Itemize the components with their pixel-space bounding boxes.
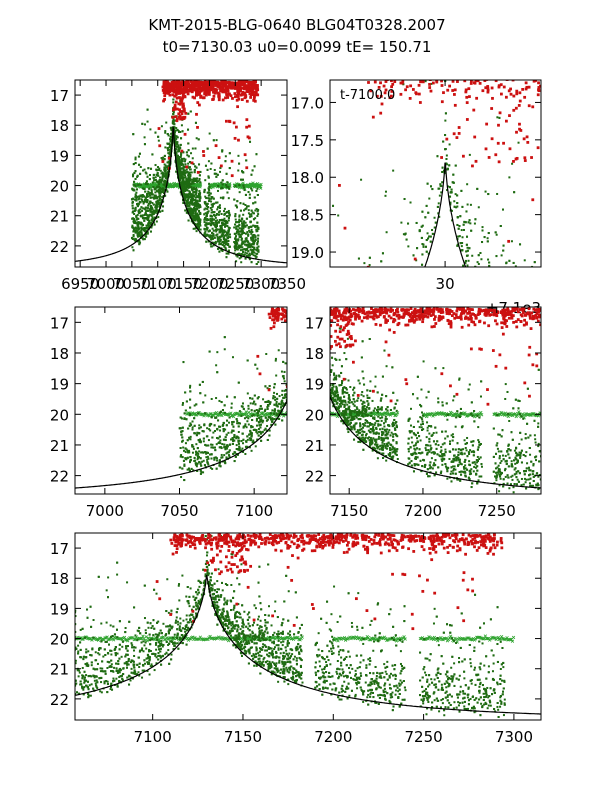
p1-flagged-points	[157, 80, 260, 178]
figure-title-line2: t0=7130.03 u0=0.0099 tE= 150.71	[163, 38, 432, 56]
p3-y-tick-label: 17	[50, 314, 69, 332]
p3-flagged-points	[256, 307, 287, 399]
p4-y-tick-label: 21	[305, 437, 324, 455]
p5-x-tick-label: 7250	[405, 728, 443, 746]
p5-y-tick-label: 18	[50, 570, 69, 588]
p1-x-tick-label: 7000	[87, 275, 125, 293]
p4-panel: 17 18 19 20 21 22 7150 7200 7250	[305, 306, 542, 520]
p5-plot-area	[75, 533, 541, 719]
p5-model-curve	[75, 574, 541, 715]
p5-panel: 17 18 19 20 21 22 7100 7150 7200 7250 7300	[50, 532, 542, 746]
p2-annotation: t-7100.0	[340, 88, 395, 103]
p1-y-tick-label: 18	[50, 117, 69, 135]
p4-data-points	[330, 309, 541, 494]
p4-y-tick-label: 19	[305, 376, 324, 394]
p2-model-curve	[424, 162, 467, 267]
p4-model-curve	[330, 396, 541, 489]
p1-x-tick-label: 6950	[61, 275, 99, 293]
p5-x-tick-label: 7200	[314, 728, 352, 746]
p1-x-tick-label: 7300	[242, 275, 280, 293]
p2-y-tick-label: 18.5	[291, 207, 324, 225]
p1-y-tick-label: 17	[50, 87, 69, 105]
p4-x-tick-label: 7200	[404, 502, 442, 520]
p3-model-curve	[75, 400, 287, 489]
p1-panel: 17 18 19 20 21 22 6950700070507100715072007250…	[50, 79, 306, 293]
p5-y-tick-label: 21	[50, 661, 69, 679]
p2-y-tick-label: 18.0	[291, 169, 324, 187]
p3-x-tick-label: 7050	[160, 502, 198, 520]
p4-y-tick-label: 22	[305, 468, 324, 486]
p3-y-tick-label: 19	[50, 376, 69, 394]
p4-y-tick-label: 17	[305, 314, 324, 332]
p5-frame	[74, 532, 542, 721]
p5-data-points	[75, 535, 506, 719]
p5-y-tick-label: 17	[50, 540, 69, 558]
p2-frame	[329, 79, 542, 268]
p2-y-tick-label: 19.0	[291, 244, 324, 262]
p5-x-tick-label: 7300	[495, 728, 533, 746]
p1-x-tick-label: 7100	[139, 275, 177, 293]
figure-title-line1: KMT-2015-BLG-0640 BLG04T0328.2007	[148, 16, 445, 34]
p1-plot-area	[75, 80, 287, 266]
p3-plot-area	[75, 307, 287, 489]
p4-y-tick-label: 18	[305, 345, 324, 363]
p4-frame	[329, 306, 542, 495]
p4-flagged-points	[330, 307, 541, 406]
p3-data-points	[178, 313, 287, 482]
panels-group: 1718192021226950700070507100715072007250…	[50, 79, 542, 746]
p3-y-tick-label: 22	[50, 468, 69, 486]
p1-y-tick-label: 19	[50, 147, 69, 165]
p1-x-tick-label: 7350	[268, 275, 306, 293]
p2-x-tick-label: 30	[436, 275, 455, 293]
p3-y-tick-label: 21	[50, 437, 69, 455]
p5-x-tick-label: 7150	[224, 728, 262, 746]
p2-data-points	[332, 80, 536, 267]
p2-y-tick-label: 17.0	[291, 94, 324, 112]
p5-x-tick-label: 7100	[134, 728, 172, 746]
p1-x-tick-label: 7150	[164, 275, 202, 293]
p3-panel: 17 18 19 20 21 22 7000 7050 7100	[50, 306, 288, 520]
p3-frame	[74, 306, 288, 495]
p2-plot-area	[332, 80, 541, 267]
p5-cross-markers	[75, 634, 516, 644]
p4-y-tick-label: 20	[305, 406, 324, 424]
p1-frame	[74, 79, 288, 268]
p4-plot-area	[330, 307, 541, 494]
p3-y-tick-label: 18	[50, 345, 69, 363]
p1-x-tick-label: 7250	[216, 275, 254, 293]
p5-y-tick-label: 20	[50, 631, 69, 649]
p1-y-tick-label: 20	[50, 178, 69, 196]
p1-y-tick-label: 21	[50, 208, 69, 226]
p1-data-points	[130, 82, 260, 266]
p3-y-tick-label: 20	[50, 406, 69, 424]
p5-y-tick-label: 22	[50, 691, 69, 709]
p5-flagged-points	[155, 533, 504, 631]
p3-x-tick-label: 7100	[235, 502, 273, 520]
p1-x-tick-label: 7050	[113, 275, 151, 293]
p5-y-tick-label: 19	[50, 600, 69, 618]
p2-flagged-points	[338, 80, 541, 267]
p1-y-tick-label: 22	[50, 238, 69, 256]
p1-model-curve	[75, 126, 287, 264]
p3-x-tick-label: 7000	[86, 502, 124, 520]
p2-y-tick-label: 17.5	[291, 132, 324, 150]
p1-x-tick-label: 7200	[190, 275, 228, 293]
p4-x-tick-label: 7150	[330, 502, 368, 520]
p4-x-tick-label: 7250	[478, 502, 516, 520]
